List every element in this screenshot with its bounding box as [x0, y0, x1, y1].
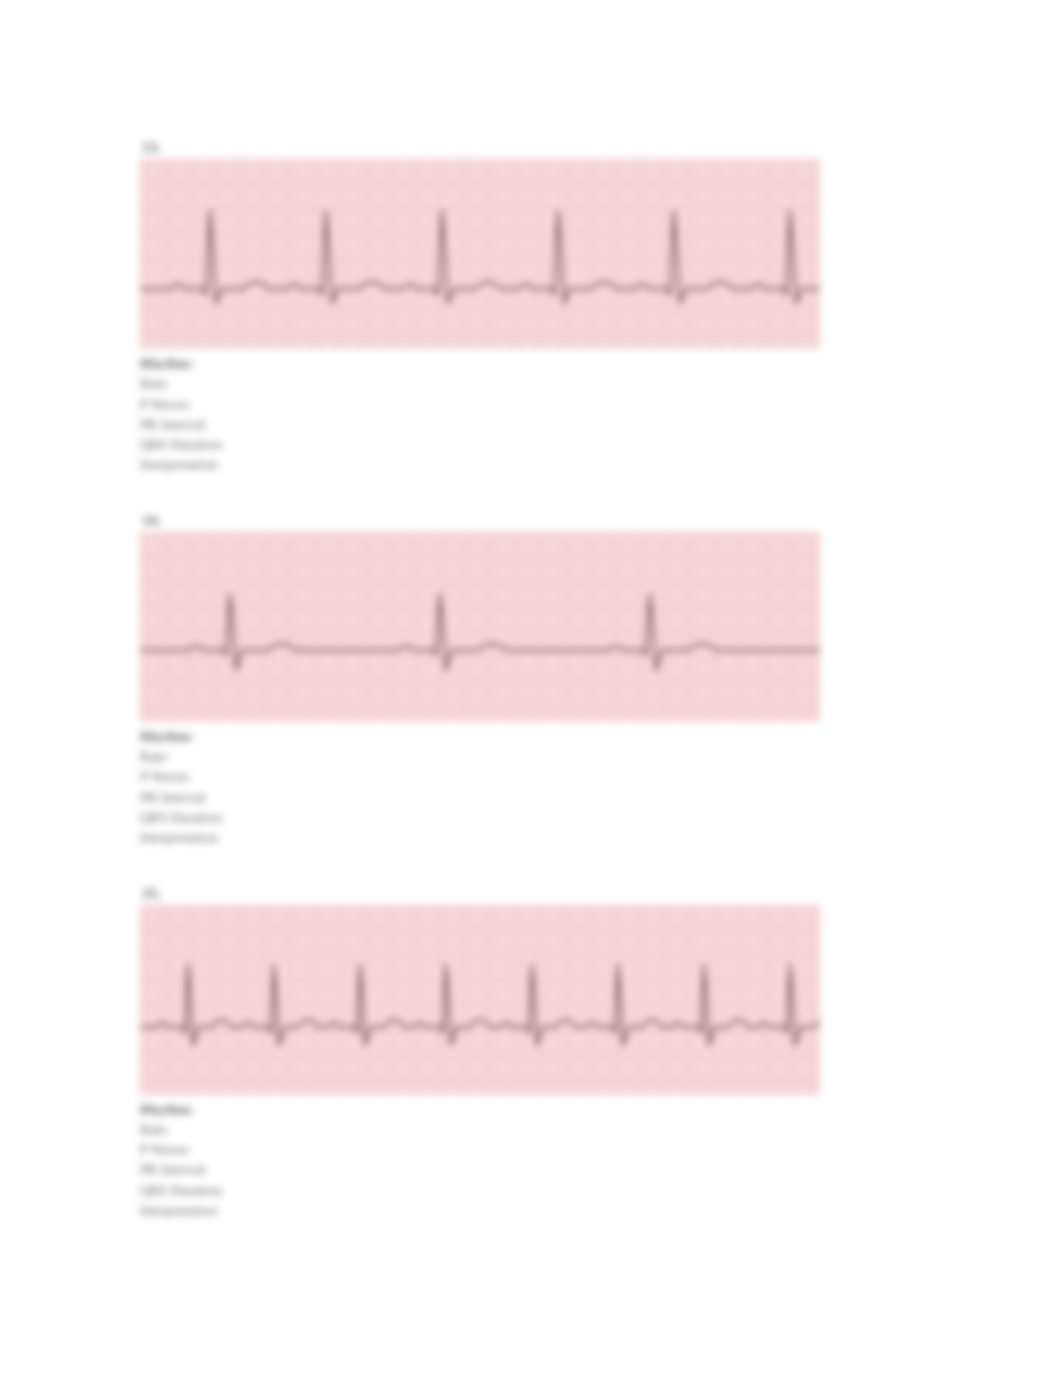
ecg-strip-chart [140, 532, 820, 722]
ecg-strip-chart [140, 159, 820, 349]
strips-container: 13.Rhythm:Rate:P Waves:PR Interval:QRS D… [140, 140, 922, 1222]
field-label: Rhythm: [140, 1101, 922, 1121]
field-label: P Waves: [140, 396, 922, 416]
ecg-strip-block: 13. Rhythm:Rate:P Waves:PR Interval:QRS D… [140, 140, 922, 477]
field-label: QRS Duration: [140, 436, 922, 456]
field-label: PR Interval: [140, 1161, 922, 1181]
field-label: QRS Duration: [140, 1182, 922, 1202]
field-label: Interpretation: [140, 829, 922, 849]
document-page: 13.Rhythm:Rate:P Waves:PR Interval:QRS D… [0, 0, 1062, 1318]
field-label: Rate: [140, 1121, 922, 1141]
field-label: Interpretation: [140, 456, 922, 476]
field-label: Rate: [140, 748, 922, 768]
field-label: Interpretation: [140, 1202, 922, 1222]
field-list: Rhythm:Rate:P Waves:PR Interval:QRS Dura… [140, 1101, 922, 1223]
field-list: Rhythm:Rate:P Waves:PR Interval:QRS Dura… [140, 728, 922, 850]
strip-number: 15. [140, 886, 922, 903]
field-label: P Waves: [140, 1141, 922, 1161]
strip-number: 14. [140, 513, 922, 530]
ecg-strip-chart [140, 905, 820, 1095]
ecg-strip-block: 15. Rhythm:Rate:P Waves:PR Interval:QRS D… [140, 886, 922, 1223]
ecg-strip-block: 14. Rhythm:Rate:P Waves:PR Interval:QRS D… [140, 513, 922, 850]
field-label: Rhythm: [140, 355, 922, 375]
field-label: P Waves: [140, 768, 922, 788]
field-label: Rate: [140, 375, 922, 395]
field-label: PR Interval: [140, 789, 922, 809]
field-label: PR Interval: [140, 416, 922, 436]
field-label: Rhythm: [140, 728, 922, 748]
strip-number: 13. [140, 140, 922, 157]
field-list: Rhythm:Rate:P Waves:PR Interval:QRS Dura… [140, 355, 922, 477]
field-label: QRS Duration: [140, 809, 922, 829]
